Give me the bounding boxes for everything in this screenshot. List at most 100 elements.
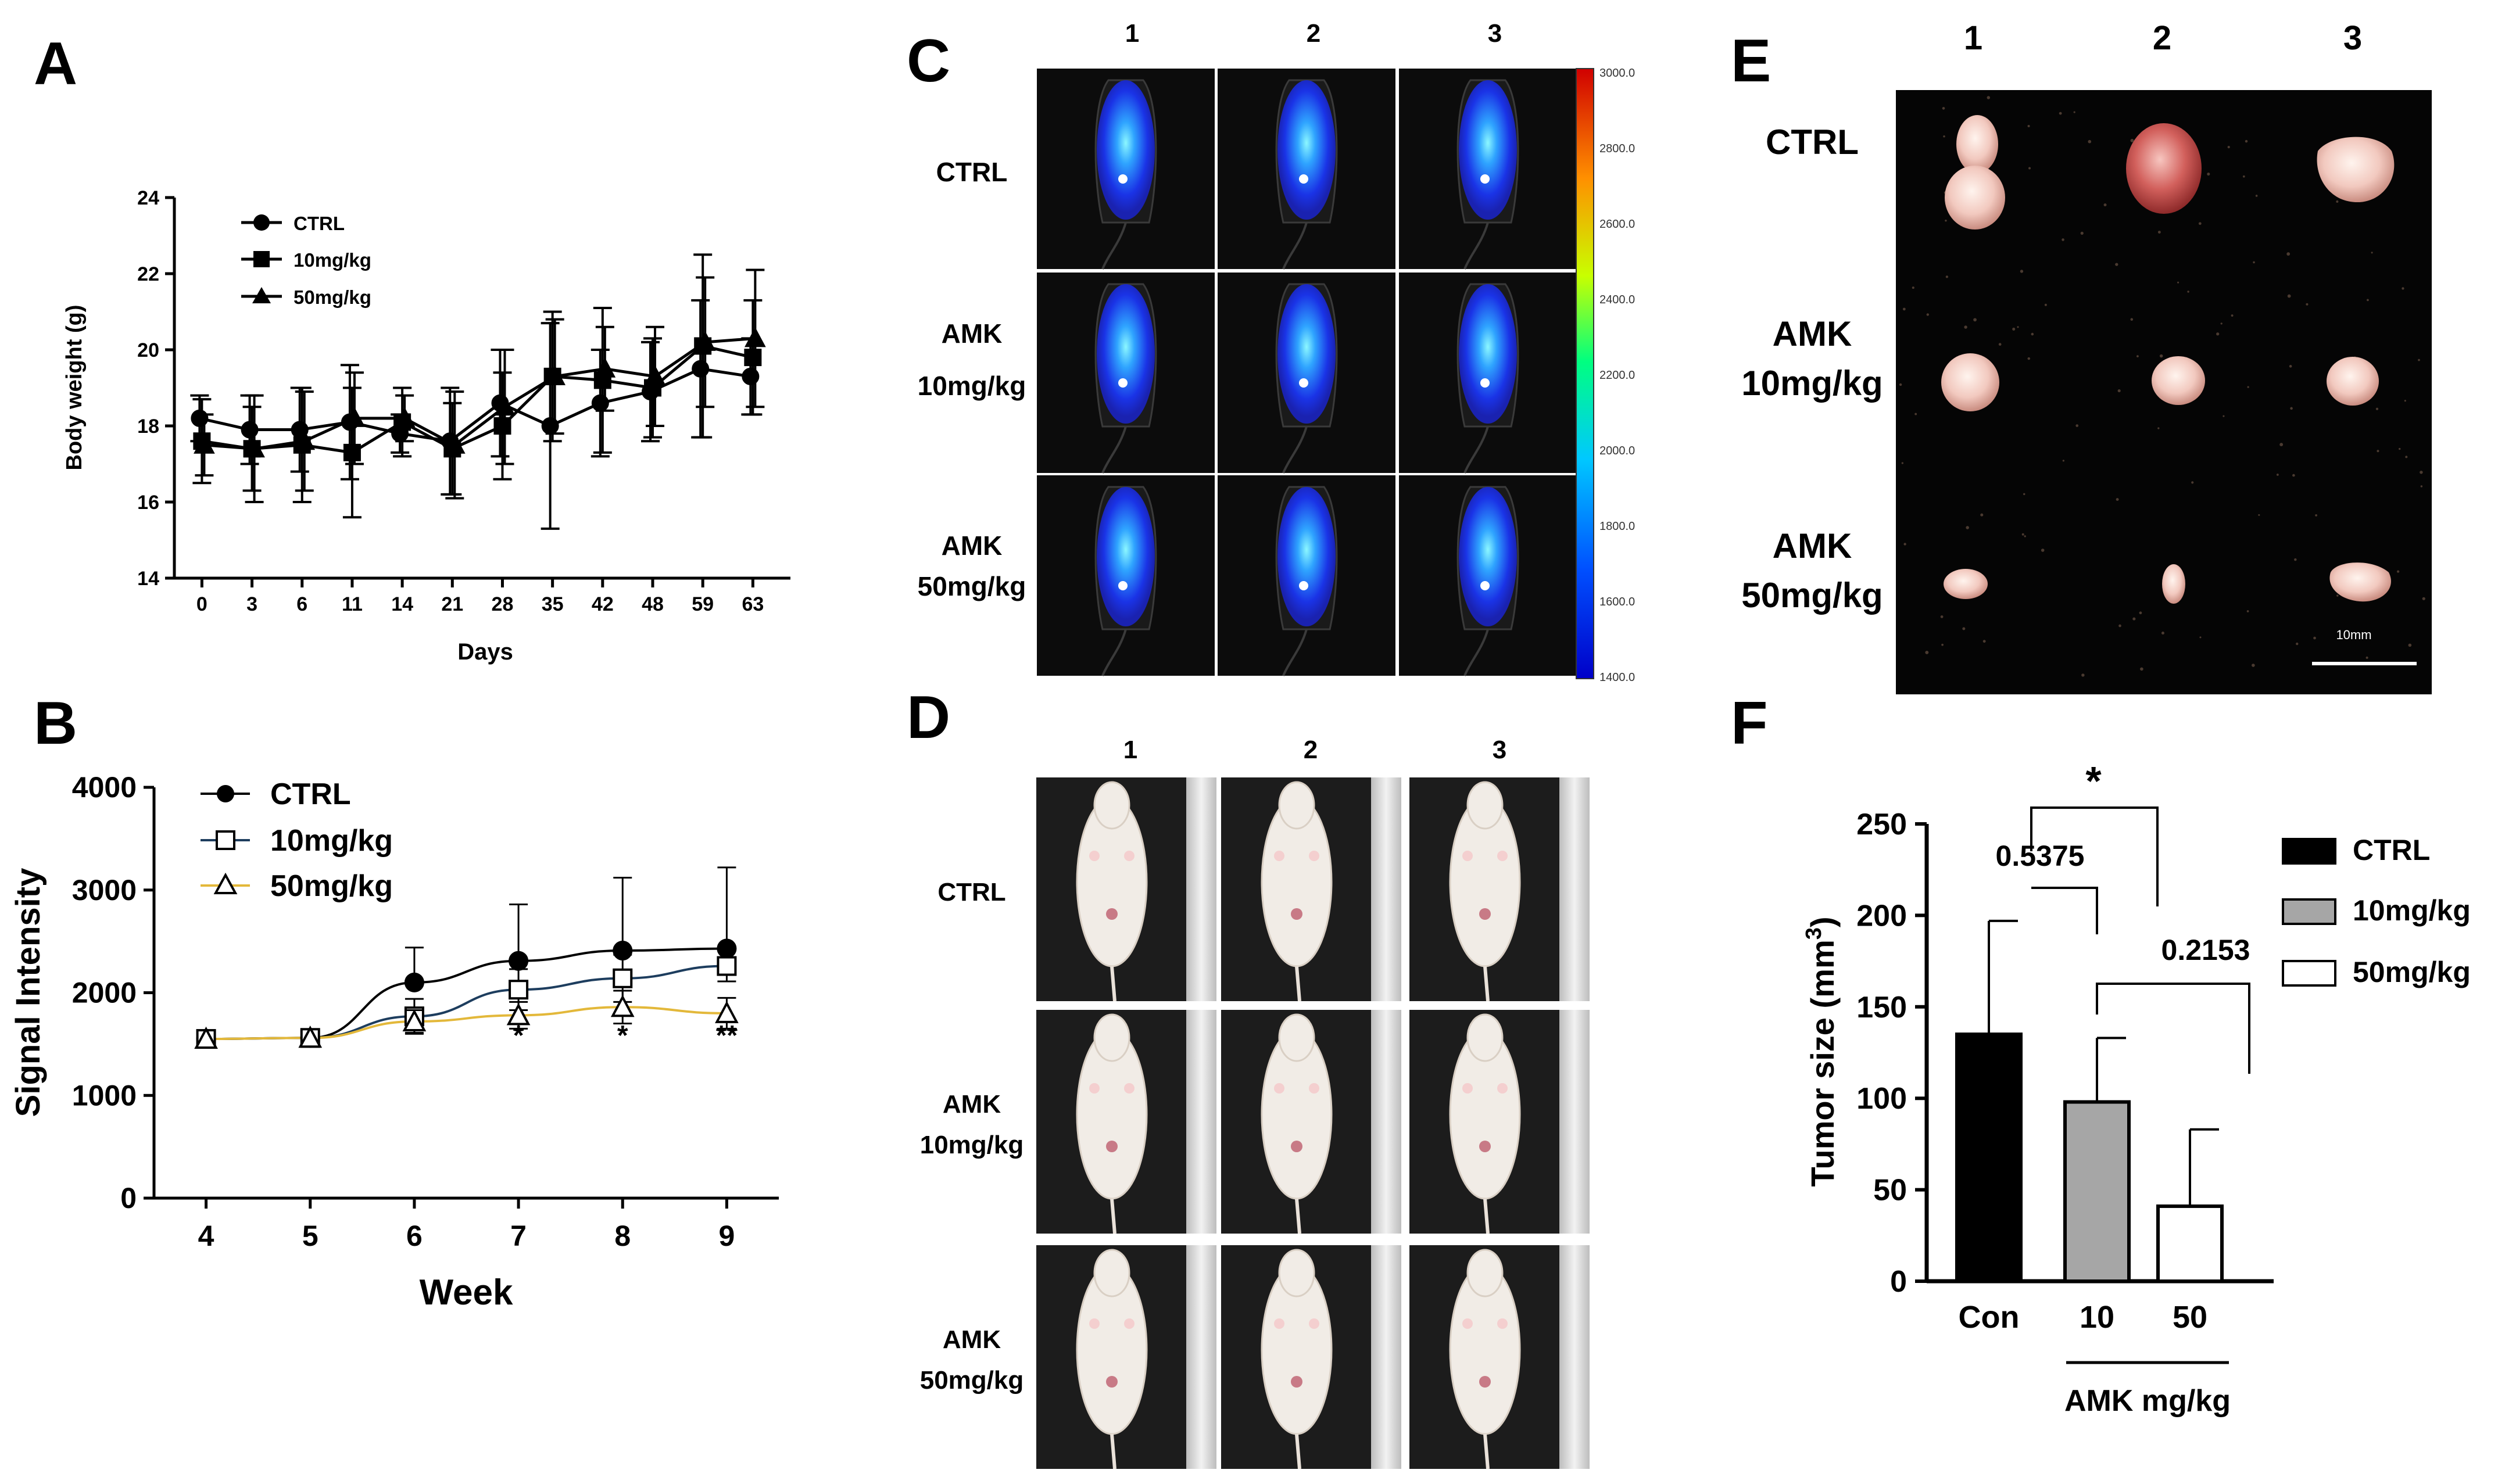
e-photo-speck bbox=[2418, 359, 2420, 361]
b-point-50 bbox=[402, 1009, 427, 1031]
e-photo-speck bbox=[2227, 145, 2230, 149]
c-bioluminescence bbox=[1459, 487, 1517, 626]
e-photo-speck bbox=[2157, 231, 2161, 234]
e-photo-speck bbox=[2187, 291, 2189, 293]
d-row-label-ctrl: CTRL bbox=[937, 878, 1005, 906]
b-point-50 bbox=[506, 1003, 531, 1026]
c-bioluminescence bbox=[1459, 284, 1517, 424]
e-tumor-50-1 bbox=[1944, 569, 1988, 599]
f-bracket-10-50 bbox=[2096, 983, 2250, 1074]
d-ruler bbox=[1371, 777, 1401, 1001]
e-photo-speck bbox=[1987, 96, 1991, 99]
b-point-50 bbox=[715, 1001, 739, 1023]
f-annot-p2: 0.2153 bbox=[2161, 934, 2250, 966]
e-photo-speck bbox=[2315, 514, 2318, 517]
d-ruler bbox=[1186, 1245, 1216, 1469]
e-photo-speck bbox=[2296, 642, 2299, 646]
panel-label-f: F bbox=[1731, 690, 1768, 757]
e-photo-speck bbox=[2027, 357, 2031, 360]
b-significance-mark: * bbox=[617, 1020, 628, 1051]
d-photo-r2-c1 bbox=[1036, 1010, 1216, 1234]
d-mouse-tail bbox=[1295, 966, 1301, 1002]
f-y-label-main: Tumor size (mm bbox=[1804, 940, 1841, 1187]
e-photo-speck bbox=[2021, 533, 2024, 536]
f-legend-label-ctrl: CTRL bbox=[2353, 834, 2430, 866]
e-photo-speck bbox=[2044, 303, 2047, 306]
c-roi-marker bbox=[1118, 581, 1128, 590]
e-photo-speck bbox=[2028, 167, 2031, 170]
f-bracket-con-10 bbox=[2031, 887, 2098, 934]
d-row-label-amk50: AMK bbox=[943, 1325, 1001, 1354]
a-point-50 bbox=[343, 407, 366, 427]
c-image-r3-c2 bbox=[1218, 475, 1395, 676]
b-significance-mark: * bbox=[513, 1020, 524, 1051]
e-photo-speck bbox=[2252, 664, 2255, 667]
c-image-r1-c2 bbox=[1218, 69, 1395, 270]
a-point-50 bbox=[644, 365, 666, 385]
c-colorbar-tick-label: 1400.0 bbox=[1599, 671, 1635, 684]
c-image-r1-c3 bbox=[1399, 69, 1577, 270]
a-point-50 bbox=[745, 327, 766, 347]
d-row-label-amk10-dose: 10mg/kg bbox=[920, 1131, 1024, 1159]
a-x-tick-label: 14 bbox=[391, 593, 413, 615]
e-photo-speck bbox=[1902, 307, 1906, 311]
d-ruler bbox=[1559, 777, 1590, 1001]
f-y-tick-label: 250 bbox=[1856, 808, 1907, 841]
d-mouse-paw bbox=[1462, 851, 1473, 861]
a-line-50 bbox=[204, 336, 756, 450]
a-x-tick-label: 59 bbox=[692, 593, 714, 615]
panel-d-images: 1 2 3 CTRL AMK 10mg/kg AMK 50mg/kg bbox=[920, 736, 1590, 1469]
panel-label-e: E bbox=[1731, 27, 1771, 95]
e-photo-speck bbox=[2020, 270, 2024, 273]
a-legend-label-50: 50mg/kg bbox=[294, 286, 371, 308]
e-photo-speck bbox=[1899, 383, 1902, 386]
d-mouse-head bbox=[1278, 781, 1315, 830]
b-point-10 bbox=[613, 968, 633, 988]
d-mouse-head bbox=[1278, 1249, 1315, 1297]
a-x-tick-label: 21 bbox=[441, 593, 463, 615]
b-point-50 bbox=[194, 1026, 218, 1049]
f-x-tick-label-50: 50 bbox=[2173, 1300, 2207, 1335]
a-y-tick-label: 22 bbox=[137, 263, 159, 285]
chart-f: 0 50 100 150 200 250 Con 10 50 Tumor size (mm3)… bbox=[1802, 758, 2471, 1418]
d-mouse-paw bbox=[1124, 851, 1135, 861]
e-photo-speck bbox=[2207, 172, 2210, 176]
d-tumor-site bbox=[1479, 1141, 1491, 1152]
e-photo-speck bbox=[2199, 636, 2202, 639]
c-bioluminescence bbox=[1277, 487, 1336, 626]
a-line-10 bbox=[202, 344, 753, 454]
e-photo-speck bbox=[2294, 558, 2297, 561]
chart-a: 14 16 18 20 22 24 0 3 6 11 14 21 28 35 42 48 59 63 Body … bbox=[62, 187, 790, 665]
a-y-tick-label: 20 bbox=[137, 339, 159, 361]
e-photo-speck bbox=[2062, 460, 2064, 462]
e-photo-speck bbox=[1973, 318, 1977, 322]
b-x-tick-label: 4 bbox=[198, 1220, 214, 1252]
a-legend-marker-10 bbox=[253, 251, 270, 267]
d-mouse-tail bbox=[1110, 966, 1116, 1002]
e-tumor-10-2 bbox=[2152, 356, 2205, 405]
panel-e-image: 1 2 3 CTRL AMK 10mg/kg AMK 50mg/kg 10mm bbox=[1741, 19, 2432, 694]
e-photo-speck bbox=[1962, 627, 1966, 630]
e-photo-speck bbox=[2157, 427, 2160, 429]
d-mouse-tail bbox=[1295, 1198, 1301, 1234]
d-mouse-paw bbox=[1124, 1318, 1135, 1329]
e-photo-speck bbox=[1945, 220, 1947, 222]
a-y-label: Body weight (g) bbox=[62, 305, 87, 471]
b-point-50 bbox=[610, 994, 635, 1017]
e-photo-speck bbox=[2276, 474, 2279, 476]
e-photo-speck bbox=[2336, 200, 2339, 203]
a-point-50 bbox=[294, 429, 316, 450]
d-tumor-site bbox=[1291, 1376, 1302, 1388]
f-y-tick-label: 0 bbox=[1890, 1265, 1907, 1299]
e-photo-speck bbox=[1914, 413, 1917, 415]
a-x-tick-label: 35 bbox=[542, 593, 564, 615]
c-bioluminescence bbox=[1097, 284, 1155, 424]
f-y-tick-label: 200 bbox=[1856, 899, 1907, 933]
d-photo-r3-c2 bbox=[1221, 1245, 1401, 1469]
b-line-ctrl bbox=[206, 947, 727, 1041]
e-photo-speck bbox=[2223, 415, 2225, 417]
a-x-tick-label: 6 bbox=[296, 593, 307, 615]
c-roi-marker bbox=[1118, 378, 1128, 388]
c-bioluminescence bbox=[1097, 80, 1155, 220]
